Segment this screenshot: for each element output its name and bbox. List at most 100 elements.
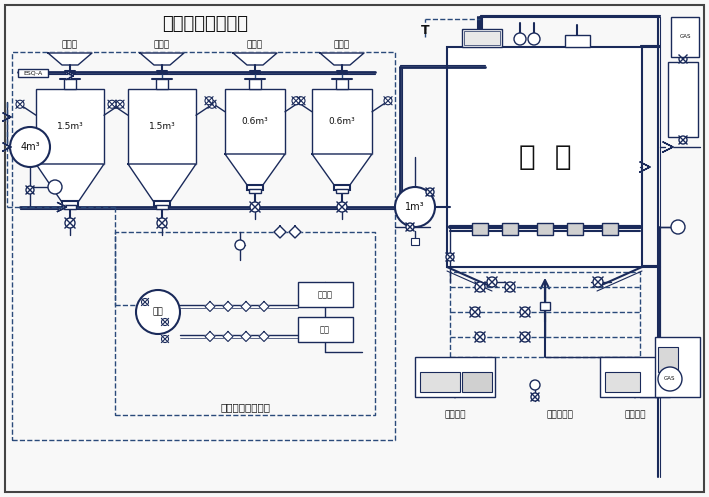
Circle shape [142, 299, 148, 306]
Circle shape [108, 100, 116, 108]
Text: 一电场: 一电场 [62, 40, 78, 50]
Text: 0.6m³: 0.6m³ [242, 117, 269, 126]
Text: 二电场: 二电场 [154, 40, 170, 50]
Circle shape [26, 186, 34, 194]
Circle shape [475, 332, 485, 342]
Polygon shape [205, 331, 215, 341]
Circle shape [470, 307, 480, 317]
Polygon shape [128, 164, 196, 202]
Circle shape [487, 277, 497, 287]
Circle shape [205, 97, 213, 105]
Polygon shape [205, 302, 215, 312]
Bar [605, 372, 640, 392]
Bar [128, 89, 196, 164]
Bar [36, 89, 104, 164]
Circle shape [116, 100, 124, 108]
Bar [600, 357, 670, 397]
Polygon shape [241, 302, 251, 312]
Text: 四电场: 四电场 [334, 40, 350, 50]
Bar [156, 79, 168, 89]
Circle shape [679, 55, 687, 63]
Text: 4m³: 4m³ [20, 142, 40, 152]
Text: 空压机: 空压机 [318, 291, 333, 300]
Bar [420, 372, 460, 392]
Bar [64, 79, 76, 89]
Polygon shape [289, 226, 301, 238]
Bar [668, 62, 698, 137]
Text: 湿灰装车: 湿灰装车 [445, 411, 466, 419]
Text: 1.5m³: 1.5m³ [149, 122, 175, 131]
Circle shape [337, 202, 347, 212]
Circle shape [16, 100, 24, 108]
Polygon shape [223, 302, 233, 312]
Circle shape [162, 319, 169, 326]
Circle shape [395, 187, 435, 227]
Bar [154, 201, 170, 206]
Bar [447, 47, 642, 267]
Bar [298, 282, 353, 307]
Circle shape [48, 180, 62, 194]
Bar [658, 347, 678, 372]
Bar [336, 189, 348, 193]
Text: 总筗: 总筗 [152, 308, 163, 317]
Circle shape [250, 202, 260, 212]
Polygon shape [274, 226, 286, 238]
Polygon shape [3, 143, 11, 151]
Bar [655, 337, 700, 397]
Polygon shape [663, 142, 673, 152]
Bar [247, 185, 263, 190]
Bar [298, 317, 353, 342]
Text: GAS: GAS [679, 34, 691, 39]
Text: 灰  库: 灰 库 [519, 143, 571, 171]
Text: GAS: GAS [664, 377, 676, 382]
Circle shape [208, 100, 216, 108]
Text: 压力水进口: 压力水进口 [547, 411, 574, 419]
Text: 三电场: 三电场 [247, 40, 263, 50]
Polygon shape [640, 162, 650, 172]
Circle shape [10, 127, 50, 167]
Bar [411, 238, 419, 245]
Text: ESQ-A: ESQ-A [23, 71, 43, 76]
Bar [62, 201, 78, 206]
Bar [225, 89, 285, 154]
Bar [567, 223, 583, 235]
Polygon shape [225, 154, 285, 186]
Bar [462, 372, 492, 392]
Circle shape [531, 393, 539, 401]
Circle shape [475, 282, 485, 292]
Circle shape [520, 332, 530, 342]
Polygon shape [259, 331, 269, 341]
Bar [64, 205, 76, 209]
Circle shape [528, 33, 540, 45]
Bar [502, 223, 518, 235]
Bar [415, 357, 495, 397]
Polygon shape [140, 53, 184, 65]
Circle shape [65, 218, 75, 228]
Text: 气力输送供气系统: 气力输送供气系统 [220, 402, 270, 412]
Text: 备用: 备用 [320, 326, 330, 334]
Bar [249, 189, 261, 193]
Polygon shape [57, 202, 67, 212]
Text: 浓相气力输送系统: 浓相气力输送系统 [162, 15, 248, 33]
Bar [336, 79, 348, 89]
Circle shape [520, 307, 530, 317]
Circle shape [446, 253, 454, 261]
Text: 1m³: 1m³ [405, 202, 425, 212]
Bar [472, 223, 488, 235]
Polygon shape [36, 164, 104, 202]
Circle shape [593, 277, 603, 287]
Text: 0.6m³: 0.6m³ [329, 117, 355, 126]
Bar [540, 302, 550, 310]
Circle shape [297, 97, 305, 105]
Polygon shape [259, 302, 269, 312]
Circle shape [514, 33, 526, 45]
Circle shape [426, 188, 434, 196]
Bar [565, 35, 590, 47]
Bar [249, 79, 261, 89]
Circle shape [162, 335, 169, 342]
Text: 干灰装车: 干灰装车 [624, 411, 646, 419]
Polygon shape [223, 331, 233, 341]
Text: 1.5m³: 1.5m³ [57, 122, 84, 131]
Circle shape [384, 97, 392, 105]
Polygon shape [241, 331, 251, 341]
